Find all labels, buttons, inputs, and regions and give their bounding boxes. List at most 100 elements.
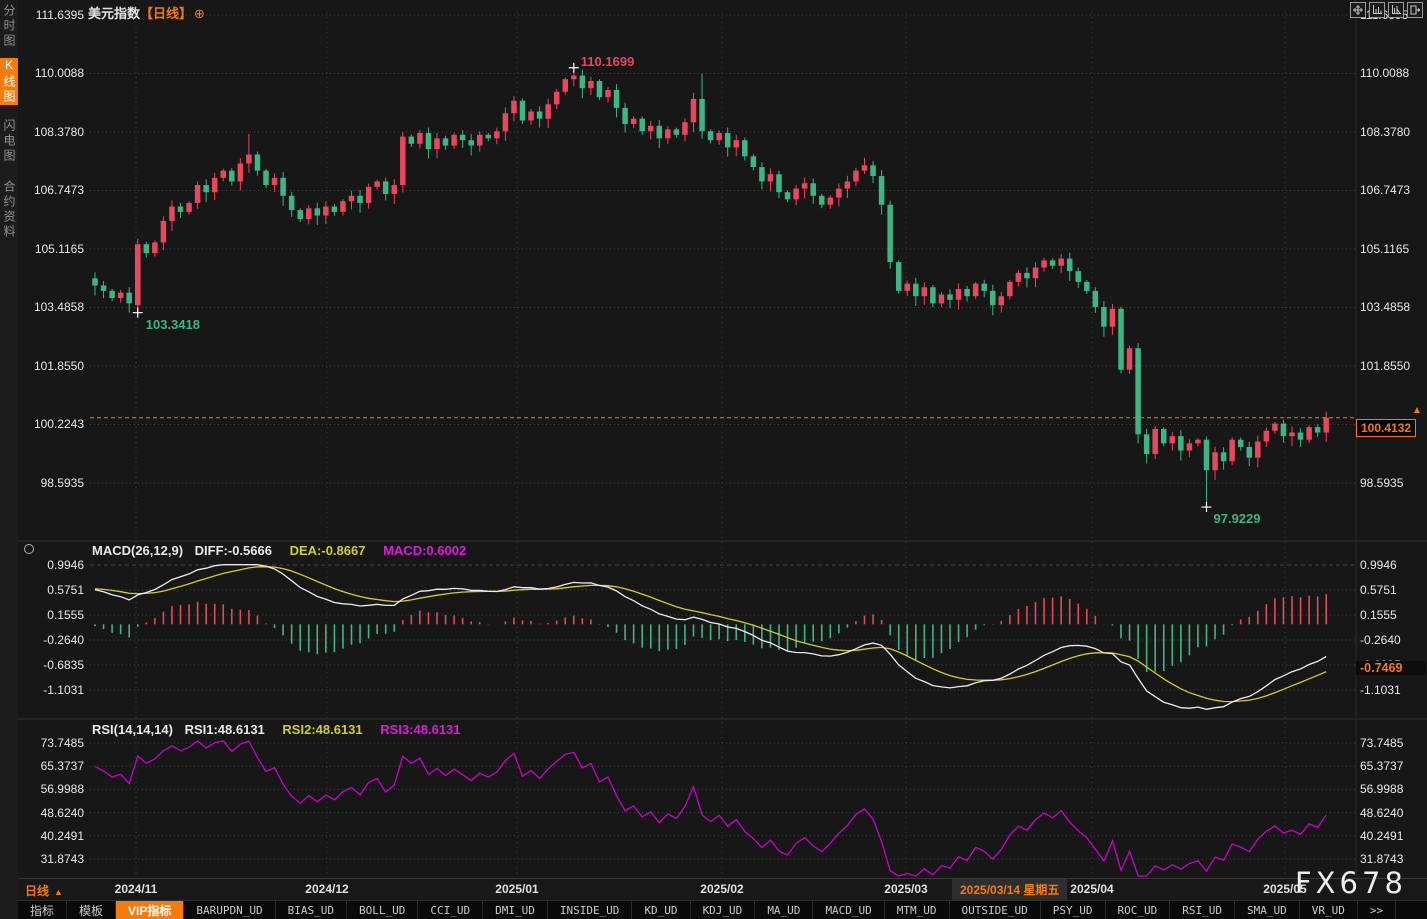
toolbar-tab-dmi_ud[interactable]: DMI_UD (483, 901, 548, 919)
detach-pane-icon[interactable] (1407, 2, 1423, 18)
price-axis-label: 101.8550 (33, 358, 84, 373)
toolbar-tab-kdj_ud[interactable]: KDJ_UD (691, 901, 756, 919)
period-selector[interactable]: 日线 ▲ (25, 882, 63, 899)
date-tick: 2024/12 (305, 882, 349, 896)
period-tag: 【日线】 (140, 6, 193, 21)
macd-macd-value: MACD:0.6002 (383, 543, 467, 558)
price-axis-label: 98.5935 (1360, 475, 1404, 490)
price-axis-label: 100.2243 (33, 417, 84, 432)
date-tick: 2025/04 (1070, 882, 1114, 896)
x-axis-scale-icon[interactable] (1369, 2, 1385, 18)
toolbar-tab-[interactable]: >> (1358, 901, 1397, 919)
sidebar-item-label: K线图 (2, 58, 16, 105)
toolbar-tab-sma_ud[interactable]: SMA_UD (1235, 901, 1300, 919)
price-axis-label: 105.1165 (1360, 241, 1410, 256)
sidebar-item-kline[interactable]: K线图 (0, 58, 18, 105)
macd-axis-label: -1.1031 (43, 683, 84, 698)
toolbar-tab-mtm_ud[interactable]: MTM_UD (885, 901, 950, 919)
date-tick: 2024/11 (114, 882, 158, 896)
rsi-axis-label: 48.6240 (40, 805, 84, 820)
toolbar-tab-ma_ud[interactable]: MA_UD (755, 901, 814, 919)
toolbar-tab-[interactable]: 指标 (18, 901, 68, 919)
price-axis-label: 98.5935 (40, 475, 84, 490)
toolbar-tab-cci_ud[interactable]: CCI_UD (418, 901, 484, 919)
macd-axis-label: 0.9946 (1360, 558, 1397, 572)
toolbar-tab-[interactable]: 模板 (67, 901, 117, 919)
date-tick: 2025/01 (495, 882, 539, 896)
toolbar-tab-vr_ud[interactable]: VR_UD (1300, 901, 1358, 919)
high-price-annotation: 110.1699 (580, 53, 635, 69)
sidebar-item-contract-info[interactable]: 合约资料 (0, 180, 18, 240)
pan-crosshair-icon[interactable] (1350, 2, 1366, 18)
price-axis-label: 110.0088 (34, 66, 84, 81)
macd-axis-label: -0.2640 (1360, 633, 1401, 647)
date-tick: 2025/05 (1263, 882, 1307, 896)
rsi2-value: RSI2:48.6131 (282, 722, 363, 737)
rsi-axis-label: 65.3737 (1360, 759, 1404, 774)
price-axis-label: 101.8550 (1360, 358, 1411, 373)
sidebar-item-label: 分时图 (2, 4, 16, 49)
date-tick: 2025/03 (884, 882, 928, 896)
macd-axis-label: -0.6835 (43, 658, 84, 672)
rsi1-value: RSI1:48.6131 (184, 722, 265, 737)
rsi-axis-label: 40.2491 (1360, 828, 1404, 843)
date-axis: 日线 ▲ 2025/03/14 星期五 2024/11 2024/12 2025/01… (18, 878, 1427, 901)
macd-axis-label: 0.5751 (1360, 583, 1397, 597)
toolbar-tab-outside_ud[interactable]: OUTSIDE_UD (950, 901, 1041, 919)
price-axis-label: 108.3780 (1360, 124, 1411, 139)
toolbar-tab-rsi_ud[interactable]: RSI_UD (1170, 901, 1236, 919)
macd-axis-label: -1.1031 (1360, 683, 1401, 698)
swing-low-annotation: 103.3418 (145, 316, 200, 332)
toolbar-tab-psy_ud[interactable]: PSY_UD (1041, 901, 1106, 919)
rsi-name: RSI(14,14,14) (92, 722, 173, 737)
watermark: FX678 (1295, 866, 1407, 900)
price-axis-label: 111.6395 (35, 8, 84, 22)
toolbar-tab-bias_ud[interactable]: BIAS_UD (276, 901, 347, 919)
macd-axis-label: 0.1555 (47, 608, 84, 622)
period-label: 日线 (25, 884, 50, 898)
rsi3-value: RSI3:48.6131 (380, 722, 461, 737)
sidebar-item-label: 闪电图 (2, 119, 16, 164)
macd-axis-label: 0.9946 (47, 558, 84, 572)
rsi-axis-label: 40.2491 (40, 828, 84, 843)
rsi-axis-label: 73.7485 (1360, 736, 1404, 750)
last-price-tag: 100.4132 (1356, 418, 1417, 437)
sidebar-item-timeshare[interactable]: 分时图 (0, 4, 18, 49)
toolbar-tab-kd_ud[interactable]: KD_UD (632, 901, 691, 919)
rsi-axis-label: 56.9988 (40, 782, 84, 797)
low-price-annotation: 97.9229 (1213, 511, 1261, 527)
price-axis-label: 108.3780 (33, 124, 84, 139)
toolbar-tab-vip[interactable]: VIP指标 (116, 901, 185, 919)
macd-axis-label: -0.2640 (43, 633, 84, 647)
add-indicator-icon[interactable]: ⊕ (194, 6, 205, 21)
macd-dea-value: DEA:-0.8667 (289, 543, 366, 558)
macd-axis-tag: -0.7469 (1356, 660, 1426, 675)
toolbar-tab-barupdn_ud[interactable]: BARUPDN_UD (184, 901, 276, 919)
macd-axis-label: 0.1555 (1360, 608, 1397, 622)
sidebar-item-flash[interactable]: 闪电图 (0, 119, 18, 164)
rsi-axis-label: 31.8743 (1360, 851, 1404, 866)
price-axis-label: 103.4858 (1360, 300, 1411, 315)
toolbar-tab-boll_ud[interactable]: BOLL_UD (347, 901, 419, 919)
rsi-indicator-labels: RSI(14,14,14) RSI1:48.6131 RSI2:48.6131 … (92, 722, 461, 737)
y-axis-scale-icon[interactable] (1388, 2, 1404, 18)
window-buttons (1350, 2, 1423, 18)
rsi-axis-label: 65.3737 (40, 759, 84, 774)
macd-name: MACD(26,12,9) (92, 543, 184, 558)
price-axis-label: 103.4858 (33, 300, 84, 315)
indicator-toolbar: 指标 模板 VIP指标 BARUPDN_UD BIAS_UD BOLL_UD CCI_UD D… (18, 900, 1427, 919)
sidebar: 分时图 K线图 闪电图 合约资料 (0, 0, 18, 919)
period-dropdown-arrow-icon: ▲ (54, 887, 63, 897)
rsi-axis-label: 31.8743 (40, 851, 84, 866)
toolbar-tab-inside_ud[interactable]: INSIDE_UD (548, 901, 633, 919)
rsi-axis-label: 56.9988 (1360, 782, 1404, 797)
symbol-name: 美元指数 (88, 6, 141, 21)
macd-diff-value: DIFF:-0.5666 (194, 543, 272, 558)
toolbar-tab-roc_ud[interactable]: ROC_UD (1106, 901, 1171, 919)
panel-toggle-icon[interactable] (24, 544, 34, 554)
sidebar-item-label: 合约资料 (2, 180, 16, 240)
rsi-axis-label: 48.6240 (1360, 805, 1404, 820)
toolbar-tab-macd_ud[interactable]: MACD_UD (813, 901, 885, 919)
